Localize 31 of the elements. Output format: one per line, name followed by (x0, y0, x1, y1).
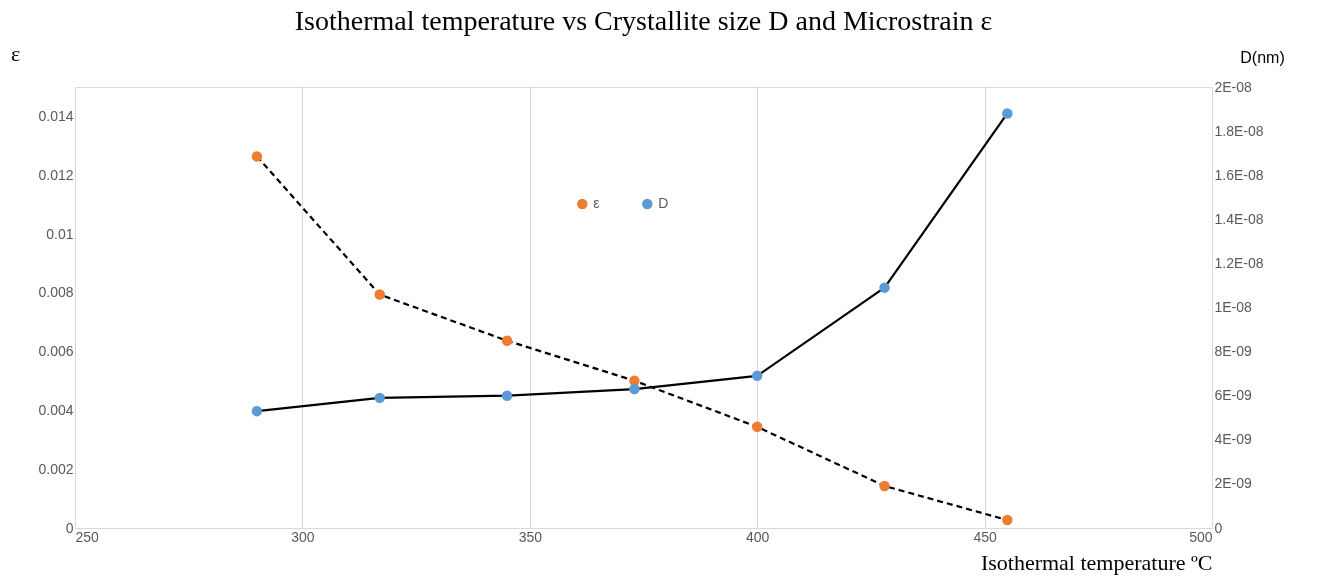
chart-title: Isothermal temperature vs Crystallite size D and Microstrain ε (294, 5, 993, 36)
y-tick-label: 0 (65, 519, 74, 536)
y2-tick-label: 1.4E-08 (1214, 210, 1264, 227)
y-tick-label: 0.01 (46, 225, 74, 242)
x-axis-title: Isothermal temperature ºC (980, 549, 1213, 575)
y2-tick-label: 8E-09 (1214, 343, 1253, 360)
x-tick-label: 300 (291, 528, 315, 545)
y2-tick-label: 4E-09 (1214, 431, 1253, 448)
legend-label: D (658, 195, 669, 211)
y-tick-label: 0.012 (38, 166, 74, 183)
y-axis-title: ε (10, 40, 21, 66)
y2-tick-label: 6E-09 (1214, 387, 1253, 404)
y2-tick-label: 2E-09 (1214, 475, 1253, 492)
y2-tick-label: 1.8E-08 (1214, 122, 1264, 139)
y-tick-label: 0.002 (38, 460, 74, 477)
y-tick-label: 0.008 (38, 284, 74, 301)
y2-tick-label: 1E-08 (1214, 299, 1253, 315)
y2-axis-title: D(nm) (1240, 48, 1285, 66)
x-tick-label: 400 (746, 528, 770, 545)
y-tick-label: 0.006 (38, 343, 74, 360)
y-tick-label: 0.014 (38, 107, 74, 124)
x-tick-label: 250 (75, 528, 100, 545)
x-tick-label: 450 (973, 528, 997, 545)
y2-tick-label: 1.2E-08 (1214, 254, 1264, 271)
x-tick-label: 350 (518, 528, 543, 545)
y2-tick-label: 0 (1214, 519, 1223, 536)
y2-tick-label: 2E-08 (1214, 78, 1253, 95)
y-tick-label: 0.004 (38, 401, 74, 418)
legend-label: ε (593, 195, 600, 211)
x-tick-label: 500 (1189, 528, 1213, 545)
y2-tick-label: 1.6E-08 (1214, 166, 1264, 183)
